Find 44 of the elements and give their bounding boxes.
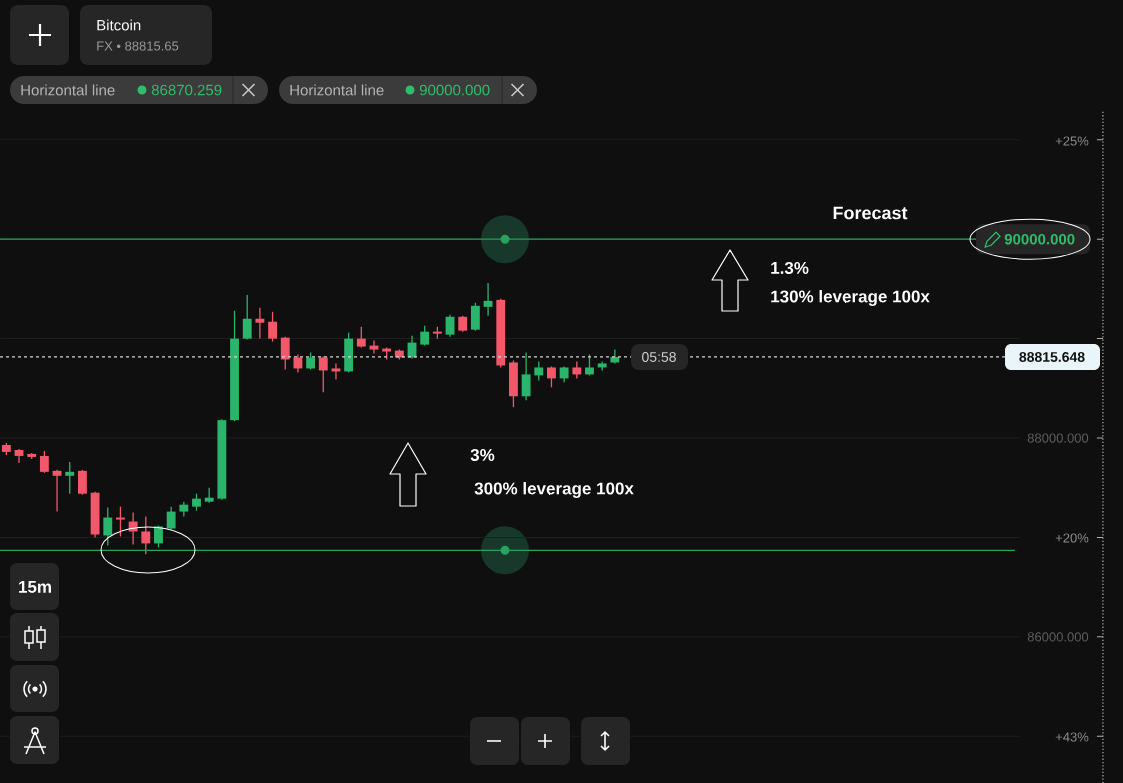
text: 86870.259 xyxy=(151,84,222,96)
candlestick xyxy=(255,307,265,340)
candlestick xyxy=(141,515,151,555)
candlestick xyxy=(65,461,75,495)
y-tick-label: 88000.000 xyxy=(1027,433,1089,443)
annotation: 05:58 xyxy=(642,352,676,362)
annotation: +20% xyxy=(1055,533,1089,543)
candlestick xyxy=(242,294,252,341)
candlestick xyxy=(39,450,49,474)
chart-title: Bitcoin xyxy=(97,19,141,31)
candlestick xyxy=(280,335,290,371)
candlestick xyxy=(52,469,62,513)
candlestick xyxy=(369,339,379,355)
candlestick xyxy=(483,282,493,317)
annotation: 130% leverage 100x xyxy=(771,290,930,306)
candlestick xyxy=(420,325,430,347)
candlestick xyxy=(77,469,87,496)
candlestick xyxy=(470,302,480,332)
annotation: 300% leverage 100x xyxy=(474,482,634,498)
candlestick xyxy=(318,355,328,393)
y-tick-label: 86000.000 xyxy=(1027,632,1089,642)
annotation: Forecast xyxy=(833,206,908,220)
ref-line-label: 90000.000 xyxy=(1004,233,1075,245)
candlestick xyxy=(356,326,366,349)
annotation: +25% xyxy=(1055,136,1089,146)
candlestick xyxy=(331,362,341,381)
candlestick xyxy=(268,311,277,343)
annotation: 1.3% xyxy=(771,261,809,275)
candlestick xyxy=(547,365,556,388)
candlestick xyxy=(166,505,176,531)
candlestick xyxy=(103,506,113,547)
candlestick xyxy=(116,505,125,538)
candlestick xyxy=(521,351,531,401)
text: 90000.000 xyxy=(419,84,490,96)
ref-line-label: 88815.648 xyxy=(1019,351,1085,362)
annotation: 15m xyxy=(19,581,51,593)
annotation: +43% xyxy=(1055,732,1089,742)
chart-subtitle: FX • 88815.65 xyxy=(97,41,179,51)
candlestick xyxy=(585,353,594,377)
annotation: 3% xyxy=(470,448,495,462)
text: Horizontal line xyxy=(21,84,115,96)
candlestick xyxy=(445,314,455,338)
candlestick xyxy=(534,360,544,382)
text: Horizontal line xyxy=(290,84,384,96)
